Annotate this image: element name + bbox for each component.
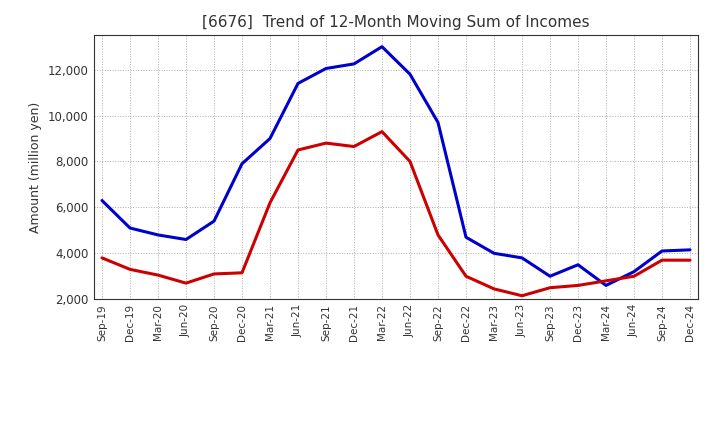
Net Income	[657, 257, 666, 263]
Ordinary Income	[266, 136, 274, 141]
Net Income	[405, 159, 414, 164]
Ordinary Income	[210, 219, 218, 224]
Net Income	[685, 257, 694, 263]
Net Income	[602, 278, 611, 283]
Line: Net Income: Net Income	[102, 132, 690, 296]
Net Income	[266, 200, 274, 205]
Net Income	[153, 272, 162, 278]
Net Income	[126, 267, 135, 272]
Net Income	[294, 147, 302, 153]
Ordinary Income	[322, 66, 330, 71]
Line: Ordinary Income: Ordinary Income	[102, 47, 690, 286]
Net Income	[518, 293, 526, 298]
Ordinary Income	[378, 44, 387, 49]
Net Income	[98, 255, 107, 260]
Ordinary Income	[574, 262, 582, 268]
Ordinary Income	[546, 274, 554, 279]
Net Income	[546, 285, 554, 290]
Ordinary Income	[518, 255, 526, 260]
Ordinary Income	[657, 248, 666, 253]
Title: [6676]  Trend of 12-Month Moving Sum of Incomes: [6676] Trend of 12-Month Moving Sum of I…	[202, 15, 590, 30]
Ordinary Income	[602, 283, 611, 288]
Net Income	[433, 232, 442, 238]
Net Income	[462, 274, 470, 279]
Net Income	[490, 286, 498, 292]
Ordinary Income	[405, 72, 414, 77]
Ordinary Income	[126, 225, 135, 231]
Ordinary Income	[462, 235, 470, 240]
Ordinary Income	[350, 61, 359, 66]
Net Income	[378, 129, 387, 134]
Ordinary Income	[238, 161, 246, 166]
Ordinary Income	[490, 251, 498, 256]
Net Income	[210, 271, 218, 277]
Ordinary Income	[98, 198, 107, 203]
Net Income	[238, 270, 246, 275]
Net Income	[630, 274, 639, 279]
Net Income	[350, 144, 359, 149]
Ordinary Income	[181, 237, 190, 242]
Ordinary Income	[630, 269, 639, 274]
Net Income	[181, 280, 190, 286]
Ordinary Income	[294, 81, 302, 86]
Y-axis label: Amount (million yen): Amount (million yen)	[30, 102, 42, 233]
Ordinary Income	[153, 232, 162, 238]
Ordinary Income	[433, 120, 442, 125]
Net Income	[574, 283, 582, 288]
Net Income	[322, 140, 330, 146]
Ordinary Income	[685, 247, 694, 253]
